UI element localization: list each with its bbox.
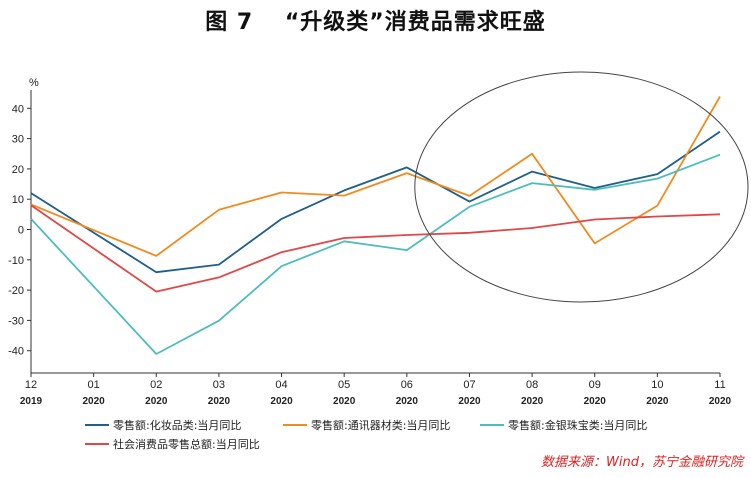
series-line-2 (30, 96, 721, 257)
y-tick-label: 0 (18, 225, 24, 237)
x-tick-year-label: 2020 (584, 396, 607, 407)
legend-label-1: 零售额:化妆品类:当月同比 (113, 418, 241, 432)
y-tick-label: 40 (12, 103, 24, 115)
y-tick-label: 10 (12, 194, 24, 206)
x-tick-year-label: 2020 (709, 396, 732, 407)
series-line-3 (30, 153, 721, 355)
y-tick-label: -40 (8, 346, 24, 358)
x-tick-year-label: 2020 (145, 396, 168, 407)
x-tick-year-label: 2020 (208, 396, 231, 407)
legend-label-4: 社会消费品零售总额:当月同比 (113, 437, 260, 451)
x-tick-label: 09 (589, 379, 601, 391)
x-tick-label: 08 (526, 379, 538, 391)
x-tick-label: 05 (338, 379, 350, 391)
x-tick-label: 02 (150, 379, 162, 391)
y-tick-label: -10 (8, 255, 24, 267)
x-tick-label: 10 (651, 379, 663, 391)
y-tick-label: -30 (8, 315, 24, 327)
x-tick-year-label: 2020 (458, 396, 481, 407)
legend-label-2: 零售额:通讯器材类:当月同比 (311, 418, 450, 432)
x-tick-label: 03 (213, 379, 225, 391)
x-tick-year-label: 2020 (521, 396, 544, 407)
x-tick-label: 11 (714, 379, 725, 391)
y-tick-label: 20 (12, 164, 24, 176)
legend-label-3: 零售额:金银珠宝类:当月同比 (508, 418, 647, 432)
y-tick-label: 30 (12, 134, 24, 146)
x-tick-label: 04 (275, 379, 287, 391)
y-axis-label: % (29, 77, 39, 89)
x-tick-year-label: 2019 (20, 396, 43, 407)
series-line-4 (30, 204, 721, 293)
x-tick-label: 06 (401, 379, 413, 391)
annotation-layer (414, 71, 749, 303)
chart-legend: 零售额:化妆品类:当月同比 零售额:通讯器材类:当月同比 零售额:金银珠宝类:当月同… (85, 418, 647, 451)
x-tick-year-label: 2020 (333, 396, 356, 407)
x-tick-label: 07 (463, 379, 475, 391)
x-tick-year-label: 2020 (646, 396, 669, 407)
chart-axes: % 40 30 20 10 0 -10 -20 -30 -40 12 2019 01 2020 02 2020… (8, 77, 731, 407)
x-tick-label: 01 (88, 379, 100, 391)
x-tick-year-label: 2020 (396, 396, 419, 407)
source-note: 数据来源：Wind，苏宁金融研究院 (541, 455, 743, 470)
chart-title: 图 7 “升级类”消费品需求旺盛 (205, 10, 546, 35)
series-layer (30, 96, 721, 355)
y-tick-label: -20 (8, 285, 24, 297)
series-line-1 (30, 130, 721, 274)
x-tick-year-label: 2020 (270, 396, 293, 407)
x-tick-year-label: 2020 (83, 396, 106, 407)
x-tick-label: 12 (25, 379, 37, 391)
highlight-ellipse (414, 71, 749, 303)
